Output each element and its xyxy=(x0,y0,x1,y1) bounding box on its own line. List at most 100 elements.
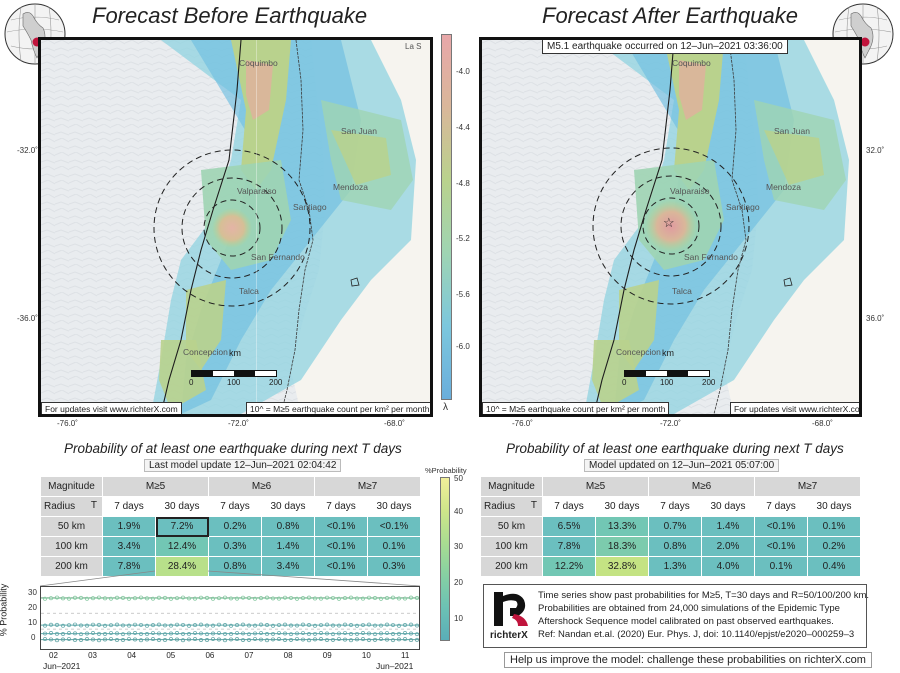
timeseries-point xyxy=(301,631,305,635)
timeseries-point xyxy=(97,622,101,627)
timeseries-point xyxy=(397,596,401,601)
timeseries-point xyxy=(373,632,377,637)
timeseries-xtick: 09 xyxy=(322,651,332,660)
timeseries-point xyxy=(229,596,233,601)
timeseries-point xyxy=(157,631,161,636)
radius-cell: 50 km xyxy=(40,516,103,537)
help-banner[interactable]: Help us improve the model: challenge the… xyxy=(504,652,872,668)
scale-bar: km 0 100 200 xyxy=(189,348,291,398)
timeseries-point xyxy=(43,631,47,636)
prob-cell: 0.1% xyxy=(807,516,862,537)
prob-colorbar-tick: 40 xyxy=(454,507,463,516)
radius-cell: 100 km xyxy=(40,536,103,557)
timeseries-point xyxy=(373,637,377,642)
timeseries-point xyxy=(235,631,239,635)
radius-t-header: Radius T xyxy=(480,496,543,517)
timeseries-point xyxy=(355,631,359,636)
prob-cell: 28.4% xyxy=(154,556,210,577)
timeseries-point xyxy=(49,622,53,627)
prob-cell: 0.3% xyxy=(367,556,422,577)
radius-cell: 200 km xyxy=(480,556,543,577)
right-map[interactable]: ☆ M5.1 earthquake occurred on 12–Jun–202… xyxy=(479,37,862,417)
timeseries-point xyxy=(319,637,323,642)
timeseries-point xyxy=(145,623,149,628)
info-line: Aftershock Sequence model calibrated on … xyxy=(538,616,834,627)
timeseries-point xyxy=(133,631,137,635)
timeseries-point xyxy=(223,595,227,600)
updates-note[interactable]: For updates visit www.richterX.com xyxy=(41,402,182,414)
timeseries-point xyxy=(91,631,95,635)
timeseries-point xyxy=(337,623,341,628)
timeseries-point xyxy=(115,595,119,600)
timeseries-point xyxy=(217,622,221,627)
timeseries-point xyxy=(259,596,263,601)
info-line: Ref: Nandan et.al. (2020) Eur. Phys. J, … xyxy=(538,629,855,640)
map-city-label: San Juan xyxy=(341,126,377,136)
timeseries-point xyxy=(241,638,245,642)
left-map[interactable]: La S Coquimbo San Juan Mendoza Valparais… xyxy=(38,37,433,417)
timeseries-point xyxy=(67,637,71,641)
prob-cell: 1.9% xyxy=(102,516,156,537)
timeseries-point xyxy=(163,638,167,642)
timeseries-point xyxy=(187,623,191,628)
timeseries-point xyxy=(319,596,323,601)
timeseries-point xyxy=(55,631,59,636)
timeseries-point xyxy=(217,631,221,635)
magnitude-header: Magnitude xyxy=(480,476,543,497)
period-column: 30 days xyxy=(701,496,756,517)
timeseries-point xyxy=(289,637,293,642)
map-city-label: San Fernando xyxy=(251,252,305,262)
timeseries-point xyxy=(193,637,197,642)
colorbar-tick: -4.8 xyxy=(456,179,470,188)
timeseries-point xyxy=(73,631,77,636)
timeseries-point xyxy=(193,596,197,601)
table-row: 50 km 1.9% 7.2% 0.2% 0.8% <0.1% <0.1% xyxy=(40,516,422,537)
timeseries-point xyxy=(319,631,323,635)
prob-cell: 2.0% xyxy=(701,536,756,557)
timeseries-point xyxy=(229,637,233,642)
period-column: 7 days xyxy=(542,496,596,517)
timeseries-point xyxy=(223,631,227,636)
timeseries-point xyxy=(391,632,395,636)
right-map-title: Forecast After Earthquake xyxy=(542,3,798,28)
scale-tick: 100 xyxy=(660,378,674,387)
timeseries-point xyxy=(241,622,245,627)
timeseries-point xyxy=(277,631,281,635)
timeseries-point xyxy=(139,638,143,643)
timeseries-xtick: 11 xyxy=(401,651,410,660)
radius-t-header: Radius T xyxy=(40,496,103,517)
timeseries-xtick: 08 xyxy=(283,651,293,660)
richterx-logo[interactable]: richterX xyxy=(488,588,536,644)
timeseries-point xyxy=(121,595,125,600)
timeseries-point xyxy=(217,637,221,642)
timeseries-point xyxy=(343,637,347,642)
left-table-title: Probability of at least one earthquake d… xyxy=(64,441,402,456)
timeseries-point xyxy=(133,596,137,601)
timeseries-point xyxy=(229,631,233,636)
timeseries-point xyxy=(121,638,125,642)
timeseries-point xyxy=(265,623,269,627)
updates-note[interactable]: For updates visit www.richterX.com xyxy=(730,402,859,414)
epicenter-star-icon: ☆ xyxy=(663,215,675,230)
prob-cell: 12.2% xyxy=(542,556,596,577)
colorbar-symbol: λ xyxy=(443,402,448,413)
colorbar-tick: -5.6 xyxy=(456,290,470,299)
prob-cell: 0.2% xyxy=(208,516,263,537)
timeseries-point xyxy=(235,637,239,642)
timeseries-point xyxy=(85,623,89,628)
lon-tick-label: -72.0˚ xyxy=(660,419,681,428)
timeseries-point xyxy=(109,623,113,628)
scale-tick: 100 xyxy=(227,378,241,387)
timeseries-point xyxy=(85,631,89,636)
timeseries-point xyxy=(361,637,365,642)
timeseries-point xyxy=(361,596,365,601)
timeseries-xtick: 03 xyxy=(88,651,98,660)
timeseries-point xyxy=(157,595,161,600)
timeseries-point xyxy=(217,596,221,601)
prob-cell: 32.8% xyxy=(594,556,650,577)
prob-cell: 6.5% xyxy=(542,516,596,537)
prob-cell: 0.2% xyxy=(807,536,862,557)
timeseries-point xyxy=(211,631,215,636)
timeseries-point xyxy=(79,595,83,600)
lambda-colorbar xyxy=(441,34,452,400)
